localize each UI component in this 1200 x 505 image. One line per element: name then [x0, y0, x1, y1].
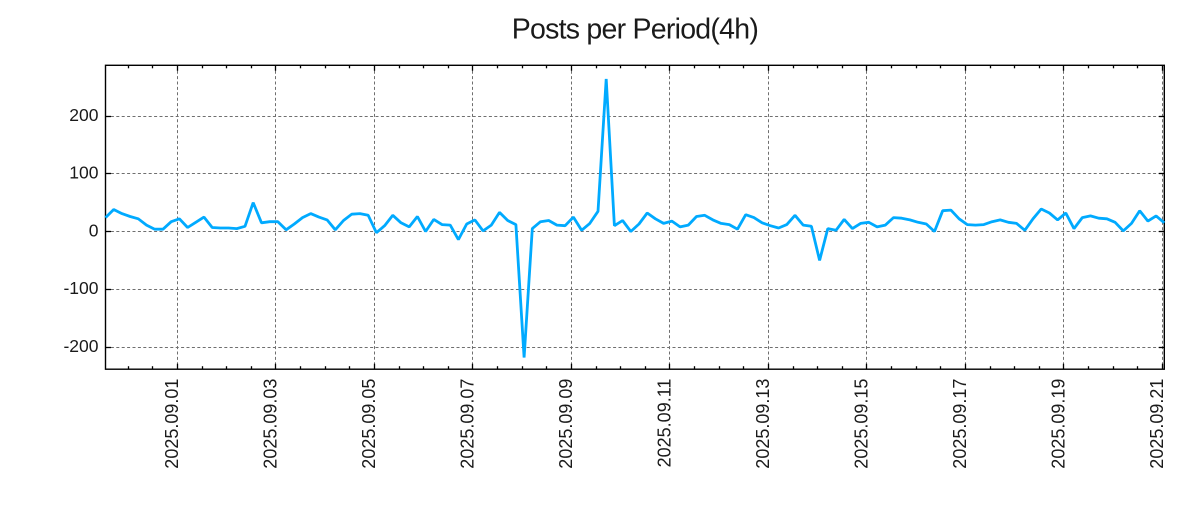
svg-text:Posts per Period(4h): Posts per Period(4h) [512, 13, 758, 45]
svg-text:2025.09.05: 2025.09.05 [359, 379, 379, 469]
svg-text:2025.09.15: 2025.09.15 [851, 379, 871, 469]
svg-text:2025.09.21: 2025.09.21 [1147, 379, 1167, 469]
svg-text:-100: -100 [63, 278, 98, 298]
svg-text:200: 200 [69, 105, 98, 125]
svg-text:2025.09.03: 2025.09.03 [260, 379, 280, 469]
svg-text:2025.09.19: 2025.09.19 [1048, 379, 1068, 469]
svg-text:100: 100 [69, 163, 98, 183]
svg-text:-200: -200 [63, 336, 98, 356]
svg-text:2025.09.13: 2025.09.13 [753, 379, 773, 469]
svg-text:2025.09.01: 2025.09.01 [162, 379, 182, 469]
svg-text:0: 0 [89, 220, 99, 240]
svg-text:2025.09.17: 2025.09.17 [950, 379, 970, 469]
svg-text:2025.09.09: 2025.09.09 [556, 379, 576, 469]
svg-text:2025.09.07: 2025.09.07 [457, 379, 477, 469]
svg-text:2025.09.11: 2025.09.11 [654, 379, 674, 468]
